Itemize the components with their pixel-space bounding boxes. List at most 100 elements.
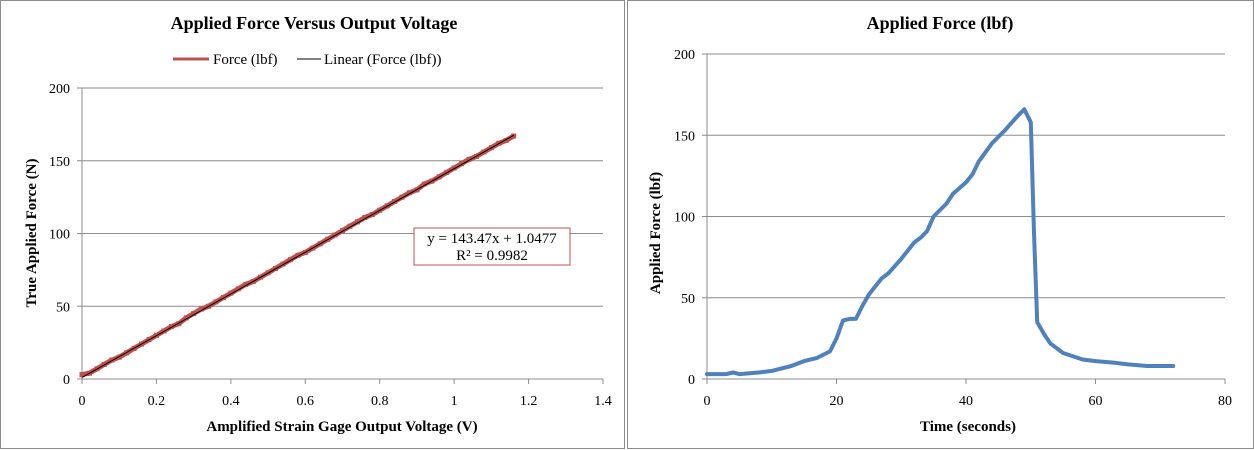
trend-equation: y = 143.47x + 1.0477 (427, 231, 557, 247)
x-tick-label: 0 (704, 394, 711, 409)
data-point (887, 272, 890, 275)
y-tick-label: 150 (674, 129, 695, 144)
y-tick-label: 50 (681, 292, 695, 307)
y-tick-label: 50 (56, 300, 70, 315)
data-point (738, 373, 741, 375)
data-point (362, 214, 368, 220)
data-point (932, 215, 935, 218)
data-point (881, 277, 883, 280)
data-point (1159, 365, 1162, 367)
x-tick-label: 0 (79, 394, 86, 409)
data-point (732, 371, 734, 374)
x-tick-label: 1.2 (520, 394, 538, 409)
data-point (874, 285, 877, 288)
data-point (706, 373, 708, 375)
data-point (235, 286, 241, 292)
y-tick-label: 100 (49, 228, 70, 243)
data-point (347, 223, 353, 229)
x-tick-label: 40 (959, 394, 973, 409)
data-point (1127, 363, 1129, 366)
data-point (287, 257, 293, 263)
data-point (1023, 108, 1026, 111)
data-point (868, 293, 870, 296)
force-vs-voltage-chart: Applied Force Versus Output Voltage Forc… (24, 13, 612, 435)
y-tick-label: 200 (674, 48, 695, 63)
data-point (459, 161, 465, 167)
data-point (842, 319, 844, 322)
data-point (399, 194, 405, 200)
applied-force-time-chart: Applied Force (lbf) 0 20 40 60 80 0 50 100 150 2… (648, 13, 1233, 435)
applied-force-line (705, 107, 1176, 377)
data-point (1029, 121, 1032, 124)
data-point (1094, 360, 1097, 362)
data-point (354, 219, 360, 225)
x-tick-label: 1.4 (594, 394, 612, 409)
legend-label-force: Force (lbf) (213, 52, 278, 68)
chart-title: Applied Force Versus Output Voltage (171, 13, 458, 33)
data-point (1146, 365, 1149, 367)
axes (702, 53, 1226, 384)
data-point (191, 311, 197, 317)
data-point (392, 198, 398, 204)
x-tick-label: 0.8 (371, 394, 389, 409)
x-tick-label: 80 (1218, 394, 1232, 409)
x-tick-label: 0.6 (297, 394, 315, 409)
data-point (79, 372, 85, 378)
data-point (340, 228, 345, 234)
data-point (803, 360, 805, 362)
data-point (952, 192, 954, 195)
data-point (758, 371, 760, 374)
y-tick-label: 0 (688, 373, 695, 388)
chart-title: Applied Force (lbf) (867, 13, 1014, 34)
data-series (705, 107, 1176, 377)
data-point (991, 142, 993, 145)
data-point (790, 365, 792, 367)
x-tick-label: 0.2 (148, 394, 166, 409)
x-tick-labels: 0 20 40 60 80 (704, 394, 1233, 409)
data-point (406, 190, 412, 196)
data-point (725, 373, 728, 375)
y-axis-label: Applied Force (lbf) (648, 172, 664, 294)
data-point (295, 252, 301, 258)
trendline (81, 134, 514, 378)
data-point (965, 181, 967, 184)
data-point (945, 202, 948, 205)
y-tick-label: 150 (49, 155, 70, 170)
data-point (1036, 321, 1039, 323)
data-point (183, 315, 189, 321)
data-point (861, 305, 864, 307)
linear-trendline (81, 134, 514, 378)
y-tick-labels: 0 50 100 150 200 (49, 82, 70, 388)
data-point (835, 337, 838, 340)
x-tick-label: 60 (1089, 394, 1103, 409)
data-point (816, 357, 818, 359)
data-point (421, 181, 427, 187)
data-point (1062, 352, 1064, 354)
equation-box (413, 227, 571, 266)
data-point (1017, 114, 1019, 117)
data-point (466, 156, 472, 162)
data-point (503, 137, 509, 143)
data-point (855, 318, 857, 320)
r-squared: R² = 0.9982 (456, 248, 528, 264)
y-tick-labels: 0 50 100 150 200 (674, 48, 695, 388)
data-point (1033, 231, 1035, 234)
data-point (848, 318, 851, 320)
data-point (109, 357, 115, 363)
data-point (829, 350, 831, 353)
legend-label-linear: Linear (Force (lbf)) (324, 52, 441, 68)
axes (77, 87, 604, 384)
x-tick-label: 20 (830, 394, 844, 409)
gridlines (707, 53, 1225, 299)
applied-force-time-chart-panel: Applied Force (lbf) 0 20 40 60 80 0 50 100 150 2… (627, 0, 1254, 449)
y-tick-label: 200 (49, 82, 70, 97)
data-point (451, 165, 457, 171)
data-point (971, 173, 974, 176)
data-point (228, 290, 234, 296)
data-point (978, 160, 980, 163)
data-point (1172, 365, 1174, 367)
y-axis-label: True Applied Force (N) (24, 158, 40, 307)
x-tick-labels: 0 0.2 0.4 0.6 0.8 1 1.2 1.4 (79, 394, 612, 409)
gridlines (82, 87, 603, 307)
data-point (919, 236, 922, 239)
